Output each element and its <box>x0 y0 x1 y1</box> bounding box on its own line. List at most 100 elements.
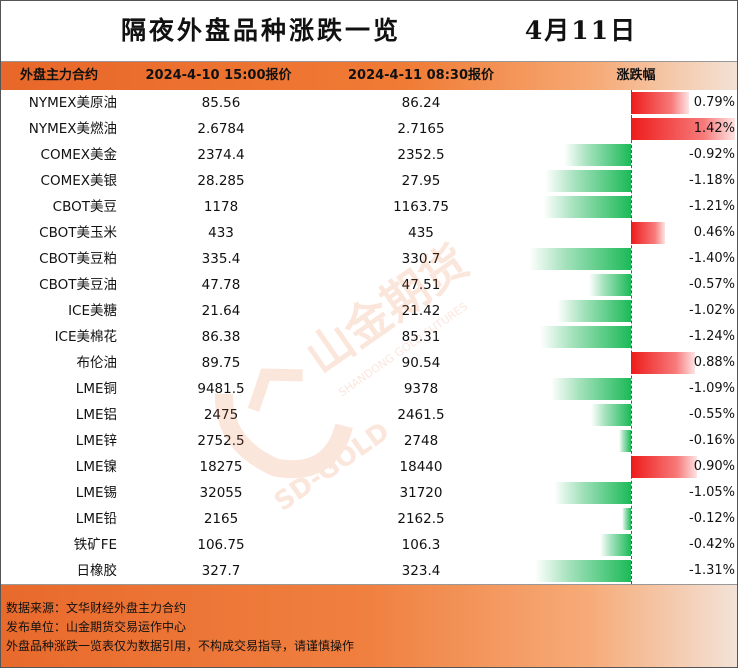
contract-name: CBOT美玉米 <box>39 225 117 241</box>
change-bar-up <box>631 92 689 114</box>
change-percent: 0.88% <box>693 355 735 370</box>
change-bar-down <box>540 326 631 348</box>
price-prev: 9481.5 <box>197 381 245 397</box>
price-now: 27.95 <box>401 173 441 189</box>
table-row: ICE美棉花 86.38 85.31 -1.24% <box>1 324 737 350</box>
table-row: NYMEX美原油 85.56 86.24 0.79% <box>1 90 737 116</box>
contract-name: LME镍 <box>75 459 117 475</box>
change-bar-down <box>542 196 631 218</box>
table-row: LME锌 2752.5 2748 -0.16% <box>1 428 737 454</box>
price-now: 1163.75 <box>393 199 449 215</box>
contract-name: ICE美糖 <box>68 303 117 319</box>
change-percent: -1.21% <box>689 199 735 214</box>
price-prev: 28.285 <box>197 173 245 189</box>
table-row: CBOT美玉米 433 435 0.46% <box>1 220 737 246</box>
change-percent: -0.57% <box>689 277 735 292</box>
price-now: 86.24 <box>401 95 441 111</box>
change-percent: 1.42% <box>693 121 735 136</box>
change-percent: 0.79% <box>693 95 735 110</box>
price-prev: 2374.4 <box>197 147 245 163</box>
contract-name: COMEX美银 <box>40 173 117 189</box>
price-now: 90.54 <box>401 355 441 371</box>
price-prev: 327.7 <box>201 563 241 579</box>
title-bar: 隔夜外盘品种涨跌一览 4月11日 <box>1 1 737 62</box>
price-now: 435 <box>408 225 434 241</box>
change-percent: -0.12% <box>689 511 735 526</box>
price-now: 2.7165 <box>397 121 445 137</box>
price-prev: 335.4 <box>201 251 241 267</box>
change-bar-up <box>631 118 735 140</box>
change-bar-down <box>556 300 631 322</box>
change-percent: -0.42% <box>689 537 735 552</box>
contract-name: ICE美棉花 <box>54 329 117 345</box>
price-prev: 21.64 <box>201 303 241 319</box>
price-prev: 86.38 <box>201 329 241 345</box>
change-bar-down <box>544 170 631 192</box>
price-prev: 89.75 <box>201 355 241 371</box>
change-bar-down <box>590 404 631 426</box>
change-percent: 0.90% <box>693 459 735 474</box>
table-body: NYMEX美原油 85.56 86.24 0.79% NYMEX美燃油 2.6784 2.7… <box>1 90 737 584</box>
price-prev: 106.75 <box>197 537 245 553</box>
price-prev: 2.6784 <box>197 121 245 137</box>
change-percent: -1.24% <box>689 329 735 344</box>
table-row: 铁矿FE 106.75 106.3 -0.42% <box>1 532 737 558</box>
contract-name: COMEX美金 <box>40 147 117 163</box>
contract-name: NYMEX美原油 <box>28 95 117 111</box>
price-prev: 18275 <box>199 459 243 475</box>
price-now: 2461.5 <box>397 407 445 423</box>
price-prev: 47.78 <box>201 277 241 293</box>
change-bar-down <box>535 560 631 582</box>
change-bar-up <box>631 222 665 244</box>
price-prev: 2475 <box>203 407 239 423</box>
change-percent: -0.55% <box>689 407 735 422</box>
price-now: 21.42 <box>401 303 441 319</box>
change-percent: -0.92% <box>689 147 735 162</box>
contract-name: LME铝 <box>75 407 117 423</box>
price-prev: 32055 <box>199 485 243 501</box>
contract-name: CBOT美豆油 <box>39 277 117 293</box>
price-now: 2162.5 <box>397 511 445 527</box>
change-percent: 0.46% <box>693 225 735 240</box>
contract-name: CBOT美豆粕 <box>39 251 117 267</box>
header-price-prev: 2024-4-10 15:00报价 <box>145 68 292 83</box>
table-row: LME锡 32055 31720 -1.05% <box>1 480 737 506</box>
change-percent: -1.31% <box>689 563 735 578</box>
price-prev: 433 <box>208 225 234 241</box>
table-row: CBOT美豆油 47.78 47.51 -0.57% <box>1 272 737 298</box>
table-header: 外盘主力合约 2024-4-10 15:00报价 2024-4-11 08:30… <box>1 62 737 90</box>
price-prev: 2752.5 <box>197 433 245 449</box>
change-percent: -1.05% <box>689 485 735 500</box>
price-now: 2748 <box>403 433 439 449</box>
price-now: 106.3 <box>401 537 441 553</box>
price-now: 330.7 <box>401 251 441 267</box>
price-now: 18440 <box>399 459 443 475</box>
change-bar-up <box>631 456 697 478</box>
change-bar-down <box>563 144 631 166</box>
table-row: CBOT美豆粕 335.4 330.7 -1.40% <box>1 246 737 272</box>
change-bar-down <box>554 482 631 504</box>
footer-publisher: 发布单位：山金期货交易运作中心 <box>6 620 187 634</box>
table-row: LME铜 9481.5 9378 -1.09% <box>1 376 737 402</box>
page-title: 隔夜外盘品种涨跌一览 <box>120 16 401 45</box>
table-row: CBOT美豆 1178 1163.75 -1.21% <box>1 194 737 220</box>
price-prev: 85.56 <box>201 95 241 111</box>
contract-name: 布伦油 <box>76 355 118 371</box>
change-percent: -1.18% <box>689 173 735 188</box>
table-row: LME铅 2165 2162.5 -0.12% <box>1 506 737 532</box>
price-now: 9378 <box>403 381 439 397</box>
table-row: 日橡胶 327.7 323.4 -1.31% <box>1 558 737 584</box>
contract-name: LME锡 <box>75 485 117 501</box>
change-bar-down <box>622 508 631 530</box>
change-bar-down <box>551 378 631 400</box>
price-now: 2352.5 <box>397 147 445 163</box>
contract-name: LME铜 <box>75 381 117 397</box>
price-prev: 2165 <box>203 511 239 527</box>
table-row: LME铝 2475 2461.5 -0.55% <box>1 402 737 428</box>
footer-notes: 数据来源：文华财经外盘主力合约 发布单位：山金期货交易运作中心 外盘品种涨跌一览… <box>1 584 737 667</box>
contract-name: 铁矿FE <box>73 537 117 553</box>
footer-disclaimer: 外盘品种涨跌一览表仅为数据引用，不构成交易指导，请谨慎操作 <box>6 639 355 653</box>
change-percent: -1.02% <box>689 303 735 318</box>
contract-name: LME锌 <box>75 433 117 449</box>
